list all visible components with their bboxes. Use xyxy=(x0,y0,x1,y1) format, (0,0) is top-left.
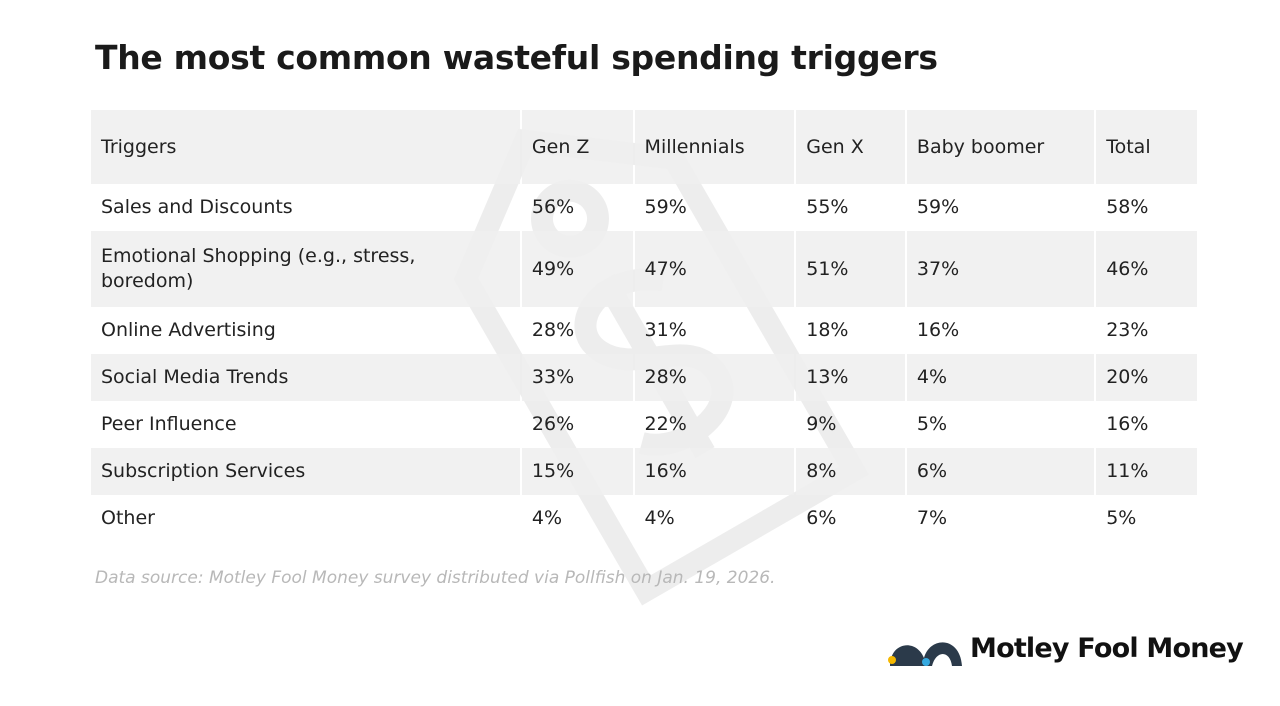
cell: 37% xyxy=(906,231,1095,307)
cell: 51% xyxy=(796,231,905,307)
row-label: Emotional Shopping (e.g., stress, boredo… xyxy=(91,231,520,307)
cell: 56% xyxy=(531,196,575,218)
cell: 13% xyxy=(796,354,905,401)
cell: 22% xyxy=(644,413,687,435)
cell: 49% xyxy=(521,231,633,307)
cell: 6% xyxy=(806,507,837,529)
cell: 5% xyxy=(916,413,948,435)
cell: 55% xyxy=(806,196,849,218)
cell: 58% xyxy=(1106,196,1149,218)
cell: 59% xyxy=(916,196,960,218)
header-cell: Gen X xyxy=(796,110,905,184)
cell: 28% xyxy=(634,354,795,401)
cell: 4% xyxy=(906,354,1095,401)
table-row: Online Advertising 28% 31% 18% 16% 23% xyxy=(91,307,1197,354)
row-label: Other xyxy=(101,507,155,529)
row-label: Sales and Discounts xyxy=(101,196,293,218)
logo-text: Motley Fool Money xyxy=(970,632,1244,664)
table-row: Emotional Shopping (e.g., stress, boredo… xyxy=(91,231,1197,307)
logo: Motley Fool Money xyxy=(886,628,1244,668)
header-row: Triggers Gen Z Millennials Gen X Baby boomer… xyxy=(91,110,1197,184)
cell: 8% xyxy=(796,448,905,495)
cell: 59% xyxy=(644,196,687,218)
table-row: Other 4% 4% 6% 7% 5% xyxy=(91,495,1197,542)
cell: 9% xyxy=(806,413,837,435)
row-label: Peer Influence xyxy=(101,413,237,435)
cell: 11% xyxy=(1096,448,1197,495)
cell: 16% xyxy=(634,448,795,495)
table-row: Subscription Services 15% 16% 8% 6% 11% xyxy=(91,448,1197,495)
cell: 26% xyxy=(531,413,575,435)
cell: 4% xyxy=(644,507,675,529)
cell: 47% xyxy=(634,231,795,307)
cell: 31% xyxy=(644,319,687,341)
cell: 46% xyxy=(1096,231,1197,307)
cell: 7% xyxy=(916,507,948,529)
cell: 18% xyxy=(806,319,849,341)
row-label: Subscription Services xyxy=(91,448,520,495)
cell: 4% xyxy=(531,507,563,529)
cell: 16% xyxy=(916,319,960,341)
logo-icon xyxy=(888,642,962,666)
row-label: Social Media Trends xyxy=(91,354,520,401)
header-cell: Millennials xyxy=(634,110,795,184)
header-cell: Gen Z xyxy=(521,110,633,184)
table-row: Social Media Trends 33% 28% 13% 4% 20% xyxy=(91,354,1197,401)
cell: 20% xyxy=(1096,354,1197,401)
table-row: Sales and Discounts 56% 59% 55% 59% 58% xyxy=(91,184,1197,231)
cell: 5% xyxy=(1106,507,1137,529)
table-row: Peer Influence 26% 22% 9% 5% 16% xyxy=(91,401,1197,448)
cell: 23% xyxy=(1106,319,1149,341)
header-cell: Baby boomer xyxy=(906,110,1095,184)
cell: 6% xyxy=(906,448,1095,495)
cell: 15% xyxy=(521,448,633,495)
header-cell: Total xyxy=(1096,110,1197,184)
cell: 28% xyxy=(531,319,575,341)
cell: 16% xyxy=(1106,413,1149,435)
source-note: Data source: Motley Fool Money survey di… xyxy=(95,568,776,588)
table: Triggers Gen Z Millennials Gen X Baby boomer… xyxy=(89,110,1199,542)
title: The most common wasteful spending trigge… xyxy=(95,38,938,77)
cell: 33% xyxy=(521,354,633,401)
row-label: Online Advertising xyxy=(101,319,276,341)
header-cell: Triggers xyxy=(91,110,520,184)
